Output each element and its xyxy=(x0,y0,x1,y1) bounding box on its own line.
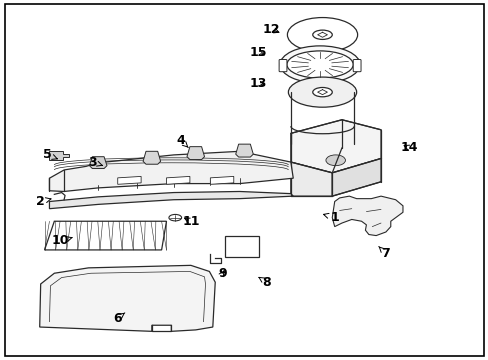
Polygon shape xyxy=(166,176,189,184)
Text: 13: 13 xyxy=(249,77,266,90)
Ellipse shape xyxy=(168,215,181,221)
Ellipse shape xyxy=(312,30,331,40)
Text: 8: 8 xyxy=(259,276,270,289)
Polygon shape xyxy=(331,196,402,235)
Ellipse shape xyxy=(280,46,359,83)
Polygon shape xyxy=(290,162,331,196)
Polygon shape xyxy=(210,176,233,184)
Text: 15: 15 xyxy=(249,46,266,59)
Polygon shape xyxy=(331,158,380,196)
Polygon shape xyxy=(40,265,215,331)
FancyBboxPatch shape xyxy=(352,59,360,72)
Text: 9: 9 xyxy=(218,267,226,280)
Text: 5: 5 xyxy=(42,148,57,161)
Ellipse shape xyxy=(286,51,352,78)
Ellipse shape xyxy=(288,77,356,107)
Text: 3: 3 xyxy=(88,156,102,168)
Polygon shape xyxy=(235,144,253,157)
Text: 1: 1 xyxy=(323,211,338,224)
FancyBboxPatch shape xyxy=(279,59,286,72)
Text: 6: 6 xyxy=(113,311,124,325)
Polygon shape xyxy=(186,147,204,159)
Polygon shape xyxy=(290,120,380,173)
Text: 11: 11 xyxy=(182,215,199,228)
Polygon shape xyxy=(224,235,259,257)
Polygon shape xyxy=(89,157,107,168)
Polygon shape xyxy=(49,151,293,192)
Text: 10: 10 xyxy=(51,234,72,247)
Text: 12: 12 xyxy=(262,23,280,36)
Ellipse shape xyxy=(312,87,331,97)
Ellipse shape xyxy=(287,18,357,52)
Text: 2: 2 xyxy=(36,195,51,208)
Text: 14: 14 xyxy=(400,141,417,154)
Text: 4: 4 xyxy=(176,134,188,148)
Polygon shape xyxy=(118,176,141,184)
Text: 7: 7 xyxy=(378,247,389,260)
Ellipse shape xyxy=(325,155,345,166)
Polygon shape xyxy=(49,192,293,209)
Polygon shape xyxy=(143,151,160,164)
Polygon shape xyxy=(49,151,69,160)
Polygon shape xyxy=(44,221,166,250)
